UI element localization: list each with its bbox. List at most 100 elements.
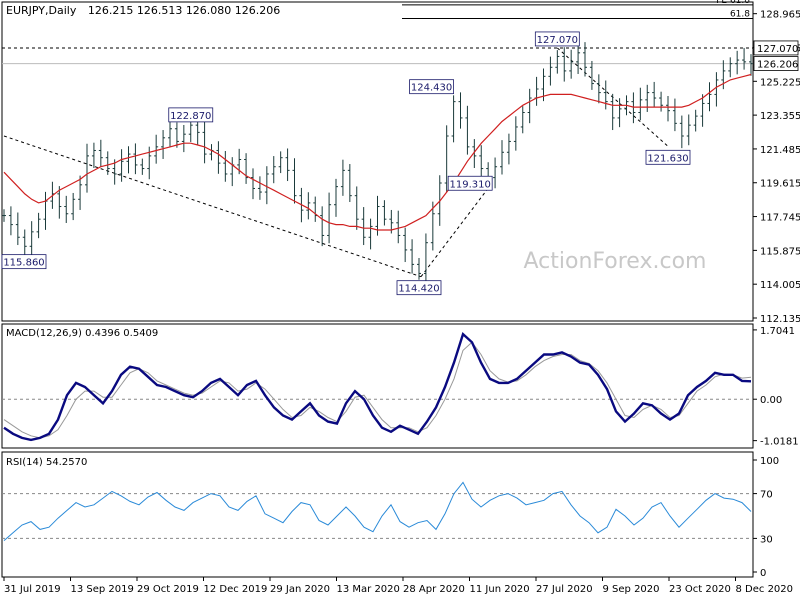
macd-panel-frame xyxy=(1,323,754,449)
x-axis-label: 12 Dec 2019 xyxy=(204,584,268,595)
candle xyxy=(410,239,415,274)
candle xyxy=(707,82,712,112)
candle xyxy=(638,87,643,121)
watermark: ActionForex.com xyxy=(524,249,707,274)
candle xyxy=(78,175,83,210)
candle xyxy=(679,115,684,149)
candle xyxy=(493,157,498,189)
candle xyxy=(327,192,332,244)
x-axis-label: 29 Oct 2019 xyxy=(137,584,199,595)
candle xyxy=(320,206,325,247)
candle xyxy=(230,157,235,187)
candle xyxy=(29,221,34,256)
rsi-axis-label: 0 xyxy=(760,568,766,579)
price-axis-label: 128.965 xyxy=(760,10,800,21)
x-axis-label: 13 Mar 2020 xyxy=(337,584,400,595)
annotation-box xyxy=(534,31,580,47)
candle xyxy=(133,143,138,175)
annotation-label: 124.430 xyxy=(411,83,452,94)
price-axis-label: 117.745 xyxy=(760,213,800,224)
candle xyxy=(347,164,352,203)
candle xyxy=(728,57,733,78)
candle xyxy=(596,74,601,104)
candle xyxy=(534,76,539,106)
candle xyxy=(444,125,449,193)
x-axis-label: 28 Apr 2020 xyxy=(403,584,465,595)
downtrend-line xyxy=(3,135,422,278)
candle xyxy=(472,139,477,169)
chart-header: EURJPY,Daily 126.215 126.513 126.080 126… xyxy=(6,4,280,17)
candle xyxy=(306,192,311,220)
x-axis-label: 11 Jun 2020 xyxy=(470,584,530,595)
candle xyxy=(202,121,207,164)
candle xyxy=(465,105,470,155)
annotation-label: 122.870 xyxy=(170,111,211,122)
candle xyxy=(652,81,657,108)
x-axis: 31 Jul 2019 13 Sep 2019 29 Oct 2019 12 Dec … xyxy=(3,577,793,595)
candle xyxy=(340,159,345,196)
rsi-panel-frame xyxy=(1,451,754,578)
x-axis-label: 27 Jul 2020 xyxy=(536,584,593,595)
candle xyxy=(168,118,172,148)
candle xyxy=(520,106,525,134)
candle xyxy=(8,206,13,236)
candle xyxy=(98,139,103,167)
candle xyxy=(451,95,456,143)
candle xyxy=(742,47,747,70)
rsi-title: RSI(14) 54.2570 xyxy=(6,457,87,468)
fib-label: 61.8 xyxy=(730,9,750,19)
candle xyxy=(57,186,62,219)
resistance-price-label: 127.070 xyxy=(757,44,798,55)
price-axis-label: 125.225 xyxy=(760,77,800,88)
ohlc-values: 126.215 126.513 126.080 126.206 xyxy=(88,4,280,17)
annotation-label: 121.630 xyxy=(647,153,688,164)
candle xyxy=(368,218,373,250)
annotation-box xyxy=(1,254,47,270)
macd-axis-label: -1.0181 xyxy=(760,437,799,448)
symbol-label: EURJPY,Daily xyxy=(6,4,77,17)
x-axis-label: 13 Sep 2019 xyxy=(71,584,134,595)
candle xyxy=(174,122,179,148)
annotation-label: 119.310 xyxy=(449,179,490,190)
candle xyxy=(423,233,428,285)
price-axis-label: 123.355 xyxy=(760,111,800,122)
candle xyxy=(271,156,276,184)
candle xyxy=(749,54,753,76)
x-axis-label: 31 Jul 2019 xyxy=(4,584,61,595)
price-axis-label: 112.135 xyxy=(760,314,800,325)
candle xyxy=(562,47,567,82)
price-panel: 128.965127.095125.225123.355121.485119.6… xyxy=(1,0,800,325)
candle xyxy=(85,143,89,193)
annotation-box xyxy=(447,175,493,191)
macd-title: MACD(12,26,9) 0.4396 0.5409 xyxy=(6,328,158,339)
price-axis-label: 114.005 xyxy=(760,280,800,291)
macd-line xyxy=(3,331,752,442)
candle xyxy=(500,140,504,175)
candle xyxy=(257,176,262,200)
resistance-price-box xyxy=(753,40,799,56)
annotation-box xyxy=(168,107,214,123)
candle xyxy=(264,166,269,205)
candle xyxy=(693,109,698,132)
macd-signal-line xyxy=(3,341,752,439)
annotation-box xyxy=(396,280,442,296)
candle xyxy=(354,186,359,230)
candle xyxy=(285,148,290,182)
candle xyxy=(375,195,380,236)
candle xyxy=(666,96,670,122)
candle xyxy=(430,201,435,251)
current-price-label: 126.206 xyxy=(757,60,798,71)
candle xyxy=(735,50,740,75)
candle xyxy=(292,158,297,204)
candle xyxy=(603,80,608,110)
candle xyxy=(251,168,255,200)
annotation-box xyxy=(409,79,454,95)
candle xyxy=(686,114,691,146)
candle xyxy=(313,196,318,222)
candle xyxy=(610,93,615,131)
rsi-line xyxy=(3,481,752,541)
candle xyxy=(576,45,581,74)
candle xyxy=(548,56,553,86)
